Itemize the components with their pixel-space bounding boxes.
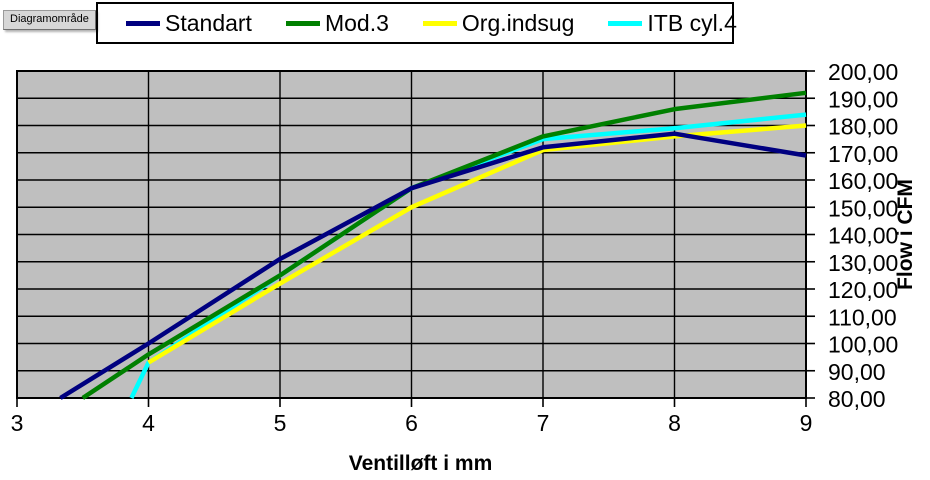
legend-item-itb-cyl-4[interactable]: ITB cyl.4 [608,9,737,36]
legend-item-label: ITB cyl.4 [647,9,737,36]
legend-item-org-indsug[interactable]: Org.indsug [422,9,575,36]
x-axis-tick-label: 6 [405,410,418,436]
x-axis-title: Ventilløft i mm [349,452,493,475]
y-axis-tick-label: 160,00 [828,168,898,194]
axis-labels: 200,00190,00180,00170,00160,00150,00140,… [11,59,917,475]
y-axis-tick-label: 190,00 [828,86,898,112]
y-axis-tick-label: 180,00 [828,114,898,140]
y-axis-tick-label: 200,00 [828,59,898,85]
legend-items: Standart Mod.3 Org.indsug ITB cyl.4 [98,9,737,36]
chart-area-tooltip: Diagramområde [3,10,96,30]
y-axis-tick-label: 100,00 [828,332,898,358]
y-axis-tick-label: 80,00 [828,386,886,412]
legend-item-label: Org.indsug [461,9,575,36]
y-axis-tick-label: 150,00 [828,195,898,221]
legend-swatch-icon [126,20,160,26]
y-axis-tick-label: 110,00 [828,304,897,330]
legend-item-label: Mod.3 [324,9,389,36]
x-axis-tick-label: 4 [142,410,155,436]
y-axis-tick-label: 90,00 [828,359,886,385]
y-axis-title: Flow i CFM [894,179,917,290]
chart-legend[interactable]: Standart Mod.3 Org.indsug ITB cyl.4 [96,2,737,44]
y-axis-tick-label: 130,00 [828,250,898,276]
y-axis-tick-label: 140,00 [828,223,898,249]
x-axis-tick-label: 5 [274,410,287,436]
y-axis-tick-label: 170,00 [828,141,898,167]
y-axis-tick-label: 120,00 [828,277,898,303]
x-axis-tick-label: 8 [668,410,681,436]
x-axis-tick-label: 7 [537,410,550,436]
axis-tick-marks [16,70,815,407]
tooltip-text: Diagramområde [10,13,89,25]
legend-swatch-icon [608,20,643,26]
series-line-standart [59,131,807,400]
legend-item-label: Standart [165,9,252,36]
series-line-org-indsug [147,123,807,365]
x-axis-tick-label: 9 [800,410,813,436]
legend-swatch-icon [422,20,457,26]
legend-swatch-icon [285,20,320,26]
x-axis-tick-label: 3 [11,410,24,436]
legend-item-standart[interactable]: Standart [126,9,252,36]
legend-item-mod-3[interactable]: Mod.3 [285,9,389,36]
data-series [59,90,807,400]
